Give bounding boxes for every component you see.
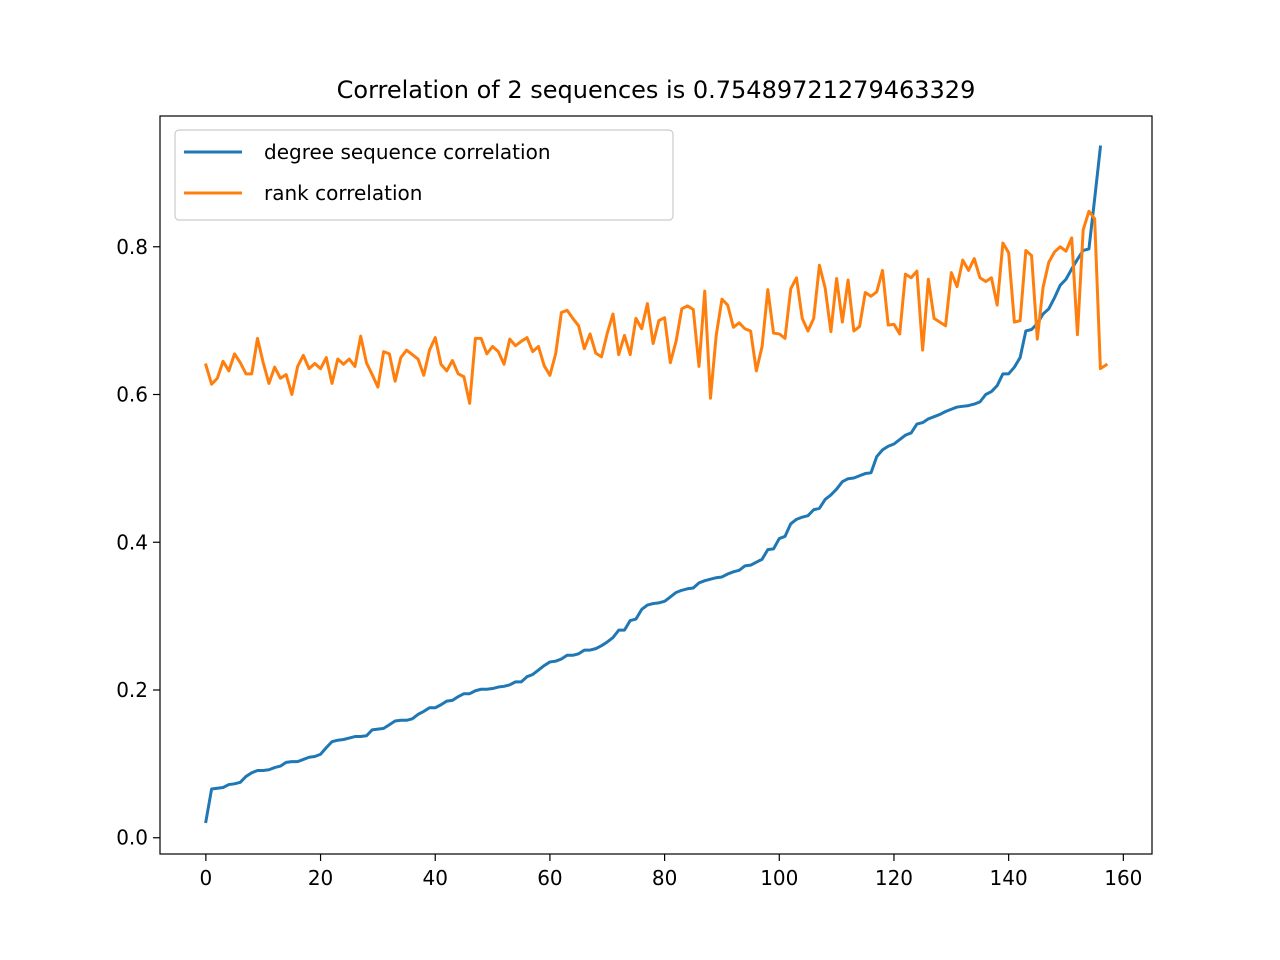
y-tick-label: 0.4 (116, 530, 148, 554)
legend-box (174, 129, 674, 221)
x-tick-label: 40 (423, 866, 448, 890)
legend-label-1: degree sequence correlation (264, 140, 551, 164)
x-tick-label: 60 (537, 866, 562, 890)
series-layer (204, 145, 1109, 824)
x-tick-label: 120 (875, 866, 913, 890)
y-axis: 0.0 0.2 0.4 0.6 0.8 (116, 235, 160, 850)
x-tick-label: 80 (652, 866, 677, 890)
y-tick-label: 0.8 (116, 235, 148, 259)
y-tick-label: 0.6 (116, 383, 148, 407)
x-tick-label: 140 (990, 866, 1028, 890)
plot-area (160, 116, 1152, 854)
y-tick-label: 0.0 (116, 826, 148, 850)
series-line-2 (204, 209, 1109, 405)
plot-frame (159, 115, 1153, 855)
x-axis: 0 20 40 60 80 100 120 140 160 (200, 854, 1142, 890)
legend: degree sequence correlation rank correlat… (174, 129, 674, 221)
x-tick-label: 20 (308, 866, 333, 890)
x-tick-label: 0 (200, 866, 213, 890)
x-tick-label: 100 (760, 866, 798, 890)
series-line-1 (204, 145, 1103, 824)
x-tick-label: 160 (1104, 866, 1142, 890)
y-tick-label: 0.2 (116, 678, 148, 702)
chart-title: Correlation of 2 sequences is 0.75489721… (337, 76, 976, 104)
legend-label-2: rank correlation (264, 181, 422, 205)
